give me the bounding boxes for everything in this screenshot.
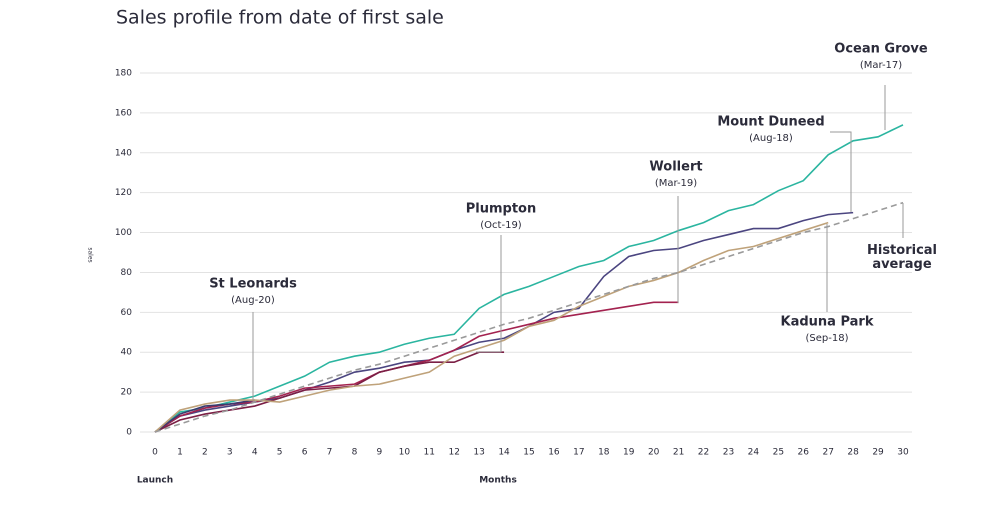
- y-tick-label: 120: [115, 188, 132, 198]
- x-tick-label: 20: [648, 448, 660, 458]
- y-tick-label: 20: [121, 388, 133, 398]
- x-tick-label: 8: [352, 448, 358, 458]
- x-tick-label: 2: [202, 448, 208, 458]
- x-tick-label: 9: [377, 448, 383, 458]
- y-tick-label: 100: [115, 228, 132, 238]
- x-tick-label: 30: [897, 448, 909, 458]
- y-tick-label: 80: [121, 268, 133, 278]
- annotation-date: (Mar-19): [655, 178, 697, 189]
- annotation-label: Kaduna Park: [781, 315, 874, 330]
- y-axis-label: sales: [87, 247, 94, 262]
- x-tick-label: 26: [798, 448, 810, 458]
- x-tick-label: 16: [548, 448, 560, 458]
- x-tick-label: 3: [227, 448, 233, 458]
- x-tick-label: 1: [177, 448, 183, 458]
- x-tick-label: 11: [424, 448, 435, 458]
- annotation-label: Historical average: [867, 243, 937, 272]
- series-line: [154, 221, 829, 433]
- y-tick-label: 180: [115, 69, 132, 79]
- x-tick-label: 27: [822, 448, 833, 458]
- leader-line: [830, 131, 852, 212]
- y-tick-label: 40: [121, 348, 133, 358]
- x-tick-label: 28: [847, 448, 859, 458]
- x-start-label: Launch: [137, 476, 173, 486]
- series-line: [154, 399, 255, 433]
- annotation-date: (Oct-19): [480, 220, 522, 231]
- annotation-date: (Sep-18): [806, 333, 849, 344]
- x-tick-label: 19: [623, 448, 635, 458]
- x-tick-label: 10: [399, 448, 411, 458]
- x-tick-label: 14: [498, 448, 510, 458]
- x-tick-label: 24: [748, 448, 760, 458]
- series-line: [154, 201, 904, 433]
- x-tick-label: 18: [598, 448, 610, 458]
- annotation-date: (Aug-20): [231, 295, 275, 306]
- leader-line: [476, 235, 502, 353]
- x-tick-label: 23: [723, 448, 734, 458]
- series-line: [154, 124, 904, 433]
- x-tick-label: 29: [872, 448, 884, 458]
- x-tick-label: 4: [252, 448, 258, 458]
- x-tick-label: 25: [773, 448, 784, 458]
- x-axis-label: Months: [479, 476, 517, 486]
- x-tick-label: 7: [327, 448, 333, 458]
- annotation-label: Wollert: [649, 160, 702, 175]
- annotation-label: St Leonards: [209, 277, 297, 292]
- annotation-label: Ocean Grove: [834, 42, 928, 57]
- y-tick-label: 160: [115, 108, 132, 118]
- y-tick-label: 60: [121, 308, 133, 318]
- x-tick-label: 0: [152, 448, 158, 458]
- x-tick-label: 15: [523, 448, 534, 458]
- y-tick-label: 0: [126, 428, 132, 438]
- annotation-date: (Mar-17): [860, 60, 902, 71]
- x-tick-label: 5: [277, 448, 283, 458]
- x-tick-label: 12: [448, 448, 459, 458]
- series-line: [154, 211, 854, 433]
- annotation-label: Mount Duneed: [717, 115, 824, 130]
- series-line: [154, 301, 679, 433]
- chart-title: Sales profile from date of first sale: [116, 7, 444, 29]
- x-tick-label: 21: [673, 448, 684, 458]
- x-tick-label: 13: [473, 448, 484, 458]
- x-tick-label: 17: [573, 448, 584, 458]
- annotation-label: Plumpton: [466, 202, 537, 217]
- annotation-date: (Aug-18): [749, 133, 793, 144]
- x-tick-label: 6: [302, 448, 308, 458]
- x-tick-label: 22: [698, 448, 709, 458]
- y-tick-label: 140: [115, 148, 132, 158]
